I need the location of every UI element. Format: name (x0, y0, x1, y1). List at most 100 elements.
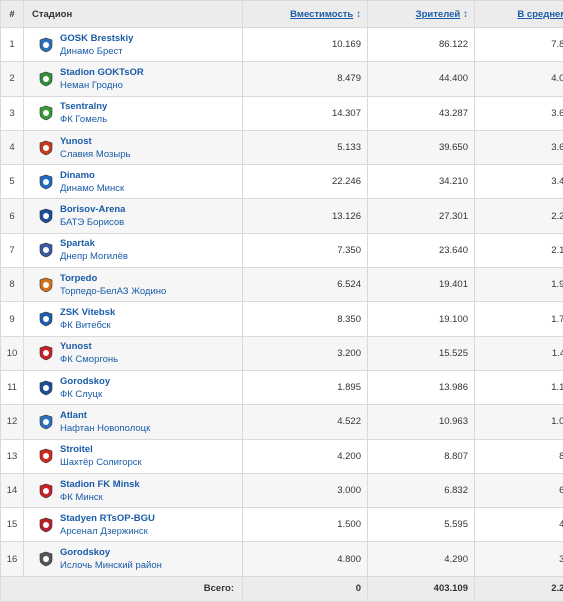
attendance-cell: 10.963 (368, 405, 475, 439)
sort-average-link[interactable]: В среднем (517, 9, 563, 20)
attendance-cell: 43.287 (368, 96, 475, 130)
total-attendance: 403.109 (368, 576, 475, 601)
capacity-cell: 14.307 (243, 96, 368, 130)
stadium-link[interactable]: Torpedo (60, 272, 166, 285)
capacity-cell: 8.479 (243, 62, 368, 96)
club-link[interactable]: Нафтан Новополоцк (60, 422, 150, 435)
stadium-link[interactable]: Stadion FK Minsk (60, 478, 140, 491)
stadium-link[interactable]: Stroitel (60, 443, 142, 456)
attendance-cell: 44.400 (368, 62, 475, 96)
club-link[interactable]: ФК Слуцк (60, 388, 110, 401)
stadium-link[interactable]: Yunost (60, 135, 130, 148)
stadium-link[interactable]: Atlant (60, 409, 150, 422)
attendance-cell: 4.290 (368, 542, 475, 576)
average-cell: 390 (475, 542, 563, 576)
header-stadium: Стадион (24, 1, 243, 28)
club-link[interactable]: Неман Гродно (60, 79, 144, 92)
club-link[interactable]: Арсенал Дзержинск (60, 525, 155, 538)
attendance-cell: 19.100 (368, 302, 475, 336)
row-rank: 10 (1, 336, 24, 370)
average-cell: 1.166 (475, 370, 563, 404)
club-link[interactable]: ФК Витебск (60, 319, 115, 332)
stadium-link[interactable]: Tsentralny (60, 100, 107, 113)
club-link[interactable]: ФК Сморгонь (60, 353, 118, 366)
sort-arrows-icon[interactable]: ↕ (356, 9, 361, 20)
club-link[interactable]: ФК Гомель (60, 113, 107, 126)
club-link[interactable]: Славия Мозырь (60, 148, 130, 161)
stadium-link[interactable]: Spartak (60, 237, 128, 250)
capacity-cell: 7.350 (243, 233, 368, 267)
club-link[interactable]: ФК Минск (60, 491, 140, 504)
header-attendance[interactable]: Зрителей↕ (368, 1, 475, 28)
club-link[interactable]: Днепр Могилёв (60, 250, 128, 263)
dinamo-brest-crest-icon (38, 37, 54, 53)
slutsk-crest-icon (38, 380, 54, 396)
club-link[interactable]: Динамо Брест (60, 45, 133, 58)
stadium-link[interactable]: Yunost (60, 340, 118, 353)
average-cell: 2.275 (475, 199, 563, 233)
row-rank: 3 (1, 96, 24, 130)
row-rank: 12 (1, 405, 24, 439)
average-cell: 3.607 (475, 96, 563, 130)
average-cell: 2.149 (475, 233, 563, 267)
stadium-link[interactable]: GOSK Brestskiy (60, 32, 133, 45)
attendance-cell: 86.122 (368, 28, 475, 62)
capacity-cell: 13.126 (243, 199, 368, 233)
sort-attendance-link[interactable]: Зрителей (416, 9, 461, 20)
club-link[interactable]: Шахтёр Солигорск (60, 456, 142, 469)
row-rank: 1 (1, 28, 24, 62)
bate-borisov-crest-icon (38, 208, 54, 224)
attendance-cell: 13.986 (368, 370, 475, 404)
row-rank: 11 (1, 370, 24, 404)
vitebsk-crest-icon (38, 311, 54, 327)
slavia-mozyr-crest-icon (38, 140, 54, 156)
capacity-cell: 5.133 (243, 130, 368, 164)
torpedo-belaz-crest-icon (38, 277, 54, 293)
sort-capacity-link[interactable]: Вместимость (290, 9, 353, 20)
stadium-link[interactable]: Gorodskoy (60, 546, 162, 559)
total-average: 2.277 (475, 576, 563, 601)
club-link[interactable]: Ислочь Минский район (60, 559, 162, 572)
average-cell: 1.411 (475, 336, 563, 370)
header-capacity[interactable]: Вместимость↕ (243, 1, 368, 28)
capacity-cell: 1.500 (243, 508, 368, 542)
club-link[interactable]: Динамо Минск (60, 182, 124, 195)
stadium-link[interactable]: Stadion GOKTsOR (60, 66, 144, 79)
stadium-link[interactable]: Borisov-Arena (60, 203, 125, 216)
isloch-crest-icon (38, 551, 54, 567)
average-cell: 3.421 (475, 165, 563, 199)
average-cell: 3.605 (475, 130, 563, 164)
attendance-cell: 19.401 (368, 268, 475, 302)
stadium-link[interactable]: Stadyen RTsOP-BGU (60, 512, 155, 525)
stadium-link[interactable]: Dinamo (60, 169, 124, 182)
club-link[interactable]: БАТЭ Борисов (60, 216, 125, 229)
total-label: Всего: (1, 576, 243, 601)
stadium-link[interactable]: Gorodskoy (60, 375, 110, 388)
row-rank: 16 (1, 542, 24, 576)
row-rank: 6 (1, 199, 24, 233)
sort-arrows-icon[interactable]: ↕ (463, 9, 468, 20)
row-rank: 14 (1, 473, 24, 507)
header-average[interactable]: В среднем↕ (475, 1, 563, 28)
row-rank: 7 (1, 233, 24, 267)
dnepr-mogilev-crest-icon (38, 242, 54, 258)
table-total-row: Всего: 0 403.109 2.277 (1, 576, 563, 601)
stadium-link[interactable]: ZSK Vitebsk (60, 306, 115, 319)
shakhtar-soligorsk-crest-icon (38, 448, 54, 464)
club-link[interactable]: Торпедо-БелАЗ Жодино (60, 285, 166, 298)
row-rank: 9 (1, 302, 24, 336)
capacity-cell: 3.200 (243, 336, 368, 370)
